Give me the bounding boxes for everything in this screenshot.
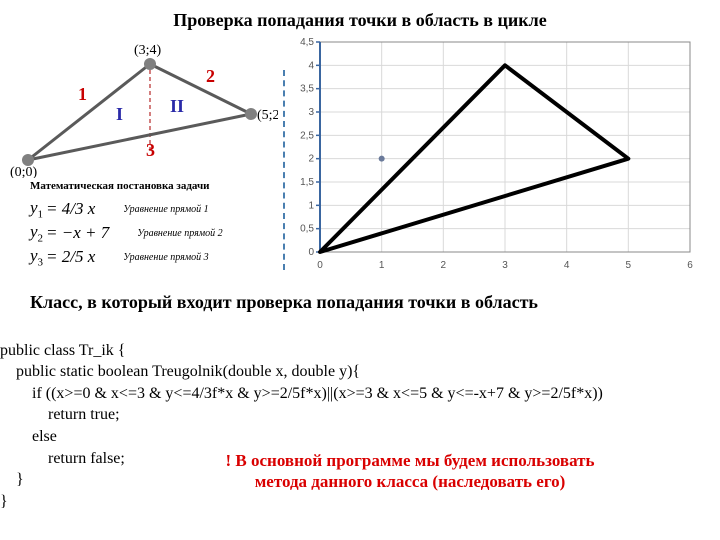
equation-2: y2 = −x + 7 Уравнение прямой 2	[30, 222, 223, 244]
svg-text:6: 6	[687, 260, 693, 271]
svg-text:1: 1	[78, 84, 87, 104]
svg-text:(5;2): (5;2)	[257, 108, 278, 123]
svg-text:3: 3	[146, 140, 155, 160]
equations-block: y1 = 4/3 x Уравнение прямой 1 y2 = −x + …	[30, 198, 223, 270]
triangle-diagram: (0;0)(3;4)(5;2)123III	[8, 38, 278, 178]
svg-text:0: 0	[308, 247, 314, 258]
class-heading: Класс, в который входит проверка попадан…	[30, 292, 700, 313]
svg-text:II: II	[170, 96, 184, 116]
math-heading: Математическая постановка задачи	[30, 180, 210, 192]
equation-1: y1 = 4/3 x Уравнение прямой 1	[30, 198, 223, 220]
svg-text:I: I	[116, 104, 123, 124]
svg-text:0: 0	[317, 260, 323, 271]
svg-text:1,5: 1,5	[300, 177, 314, 188]
code-line: }	[0, 471, 24, 488]
vertical-divider	[283, 70, 285, 270]
code-line: public class Tr_ik {	[0, 342, 125, 359]
code-line: return true;	[0, 406, 120, 423]
svg-text:(3;4): (3;4)	[134, 43, 162, 58]
svg-text:5: 5	[626, 260, 632, 271]
svg-text:3: 3	[308, 107, 314, 118]
code-line: if ((x>=0 & x<=3 & y<=4/3f*x & y>=2/5f*x…	[0, 385, 603, 402]
triangle-chart: 0 1 2 3 4 5 6 0 0,5 1 1,5 2 2,5 3 3,5 4 4,5	[290, 34, 700, 274]
code-line: public static boolean Treugolnik(double …	[0, 363, 360, 380]
code-line: return false;	[0, 450, 125, 467]
svg-text:2: 2	[206, 66, 215, 86]
svg-text:2: 2	[308, 154, 314, 165]
svg-text:4: 4	[308, 60, 314, 71]
equation-3: y3 = 2/5 x Уравнение прямой 3	[30, 246, 223, 268]
svg-text:3,5: 3,5	[300, 84, 314, 95]
code-line: else	[0, 428, 57, 445]
svg-text:1: 1	[308, 200, 314, 211]
svg-text:(0;0): (0;0)	[10, 165, 38, 178]
svg-text:0,5: 0,5	[300, 224, 314, 235]
page-title: Проверка попадания точки в область в цик…	[0, 10, 720, 31]
svg-text:3: 3	[502, 260, 508, 271]
svg-text:2: 2	[441, 260, 447, 271]
svg-text:2,5: 2,5	[300, 130, 314, 141]
warning-note: ! В основной программе мы будем использо…	[200, 450, 620, 493]
code-line: }	[0, 493, 8, 510]
svg-text:4: 4	[564, 260, 570, 271]
svg-text:4,5: 4,5	[300, 37, 314, 48]
svg-text:1: 1	[379, 260, 385, 271]
